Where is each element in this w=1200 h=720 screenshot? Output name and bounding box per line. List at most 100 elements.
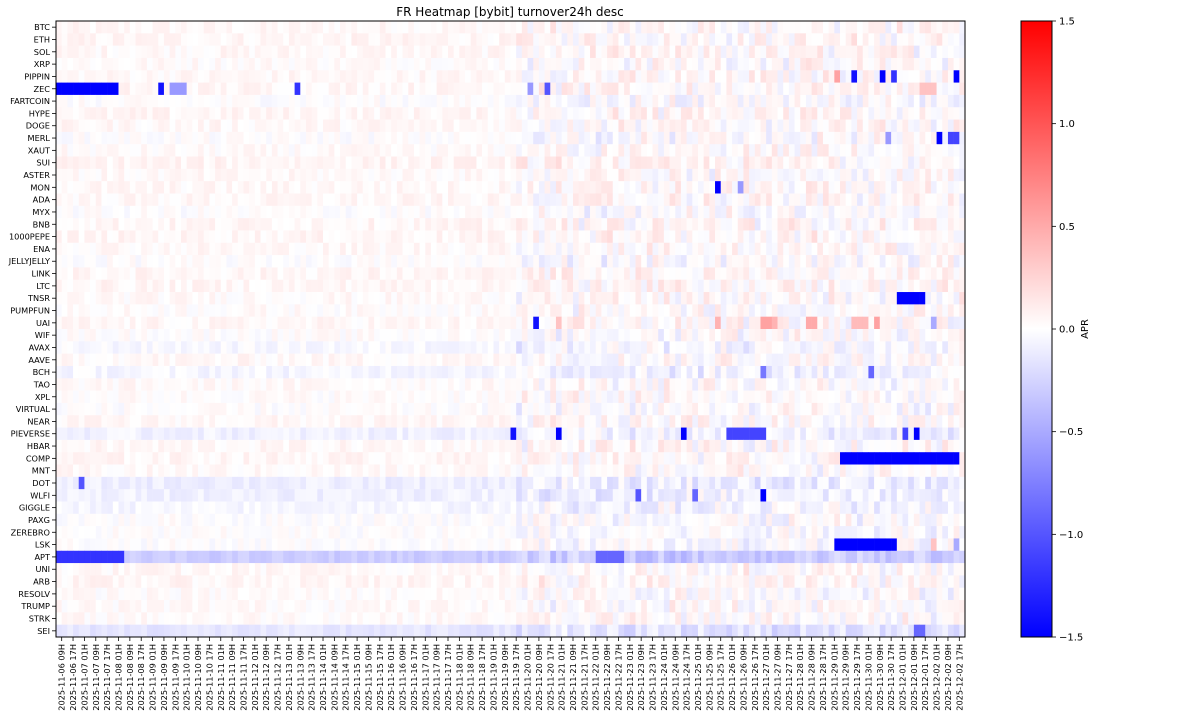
- heatmap-cell: [158, 119, 165, 133]
- heatmap-cell: [913, 107, 920, 120]
- heatmap-cell: [203, 82, 210, 96]
- heatmap-cell: [425, 292, 432, 305]
- heatmap-cell: [186, 94, 193, 108]
- heatmap-cell: [135, 292, 142, 305]
- heatmap-cell: [203, 218, 210, 231]
- heatmap-cell: [612, 156, 619, 170]
- heatmap-cell: [771, 205, 778, 219]
- heatmap-cell: [913, 292, 920, 305]
- heatmap-cell: [237, 279, 244, 293]
- heatmap-cell: [533, 131, 540, 145]
- heatmap-cell: [749, 218, 756, 231]
- heatmap-cell: [493, 304, 500, 317]
- heatmap-cell: [175, 390, 182, 404]
- heatmap-cell: [584, 193, 591, 207]
- heatmap-cell: [334, 45, 341, 59]
- heatmap-cell: [942, 156, 949, 170]
- heatmap-cell: [607, 353, 614, 367]
- heatmap-cell: [874, 242, 881, 256]
- heatmap-cell: [470, 218, 477, 231]
- heatmap-cell: [277, 193, 284, 207]
- heatmap-cell: [913, 255, 920, 268]
- heatmap-cell: [919, 378, 926, 391]
- heatmap-cell: [61, 131, 68, 145]
- heatmap-cell: [584, 292, 591, 305]
- heatmap-cell: [635, 107, 642, 120]
- heatmap-cell: [635, 181, 642, 194]
- heatmap-cell: [300, 353, 307, 367]
- heatmap-cell: [391, 156, 398, 170]
- heatmap-cell: [220, 378, 227, 391]
- heatmap-cell: [328, 70, 335, 83]
- heatmap-cell: [572, 353, 579, 367]
- heatmap-cell: [788, 107, 795, 120]
- heatmap-cell: [385, 230, 392, 244]
- heatmap-cell: [493, 218, 500, 231]
- heatmap-cell: [817, 193, 824, 207]
- heatmap-cell: [124, 329, 131, 342]
- heatmap-cell: [135, 316, 142, 330]
- heatmap-cell: [754, 21, 761, 34]
- heatmap-cell: [152, 21, 159, 34]
- heatmap-cell: [612, 131, 619, 145]
- heatmap-cell: [294, 70, 301, 83]
- heatmap-cell: [658, 82, 665, 96]
- heatmap-cell: [578, 144, 585, 157]
- heatmap-cell: [845, 242, 852, 256]
- heatmap-cell: [902, 193, 909, 207]
- heatmap-cell: [340, 218, 347, 231]
- heatmap-cell: [124, 365, 131, 379]
- heatmap-cell: [300, 168, 307, 182]
- heatmap-cell: [510, 144, 517, 157]
- heatmap-cell: [658, 156, 665, 170]
- heatmap-cell: [550, 144, 557, 157]
- heatmap-cell: [504, 316, 511, 330]
- heatmap-cell: [504, 168, 511, 182]
- heatmap-cell: [834, 341, 841, 354]
- heatmap-cell: [652, 242, 659, 256]
- heatmap-cell: [146, 402, 153, 416]
- heatmap-cell: [766, 353, 773, 367]
- heatmap-cell: [811, 193, 818, 207]
- heatmap-cell: [90, 107, 97, 120]
- heatmap-cell: [192, 255, 199, 268]
- heatmap-cell: [902, 168, 909, 182]
- heatmap-cell: [95, 131, 102, 145]
- heatmap-cell: [448, 33, 454, 46]
- heatmap-cell: [266, 107, 273, 120]
- heatmap-cell: [124, 353, 131, 367]
- heatmap-cell: [430, 82, 437, 96]
- heatmap-cell: [805, 378, 812, 391]
- heatmap-cell: [754, 390, 761, 404]
- heatmap-cell: [783, 45, 790, 59]
- heatmap-cell: [288, 70, 295, 83]
- heatmap-cell: [260, 378, 267, 391]
- heatmap-cell: [862, 316, 869, 330]
- heatmap-cell: [243, 304, 250, 317]
- heatmap-cell: [550, 378, 557, 391]
- heatmap-cell: [516, 70, 523, 83]
- heatmap-cell: [158, 230, 165, 244]
- heatmap-cell: [84, 230, 91, 244]
- heatmap-cell: [288, 119, 295, 133]
- heatmap-cell: [601, 242, 608, 256]
- heatmap-cell: [788, 57, 795, 71]
- heatmap-cell: [283, 378, 290, 391]
- heatmap-cell: [215, 378, 222, 391]
- heatmap-cell: [851, 218, 858, 231]
- heatmap-cell: [340, 242, 347, 256]
- heatmap-cell: [277, 353, 284, 367]
- heatmap-cell: [283, 193, 290, 207]
- heatmap-cell: [141, 94, 148, 108]
- heatmap-cell: [595, 82, 602, 96]
- heatmap-cell: [822, 94, 829, 108]
- heatmap-cell: [198, 365, 205, 379]
- heatmap-cell: [209, 193, 216, 207]
- heatmap-cell: [595, 255, 602, 268]
- heatmap-cell: [300, 70, 307, 83]
- heatmap-cell: [845, 119, 852, 133]
- heatmap-cell: [186, 292, 193, 305]
- heatmap-cell: [237, 131, 244, 145]
- heatmap-cell: [646, 218, 653, 231]
- heatmap-cell: [311, 144, 318, 157]
